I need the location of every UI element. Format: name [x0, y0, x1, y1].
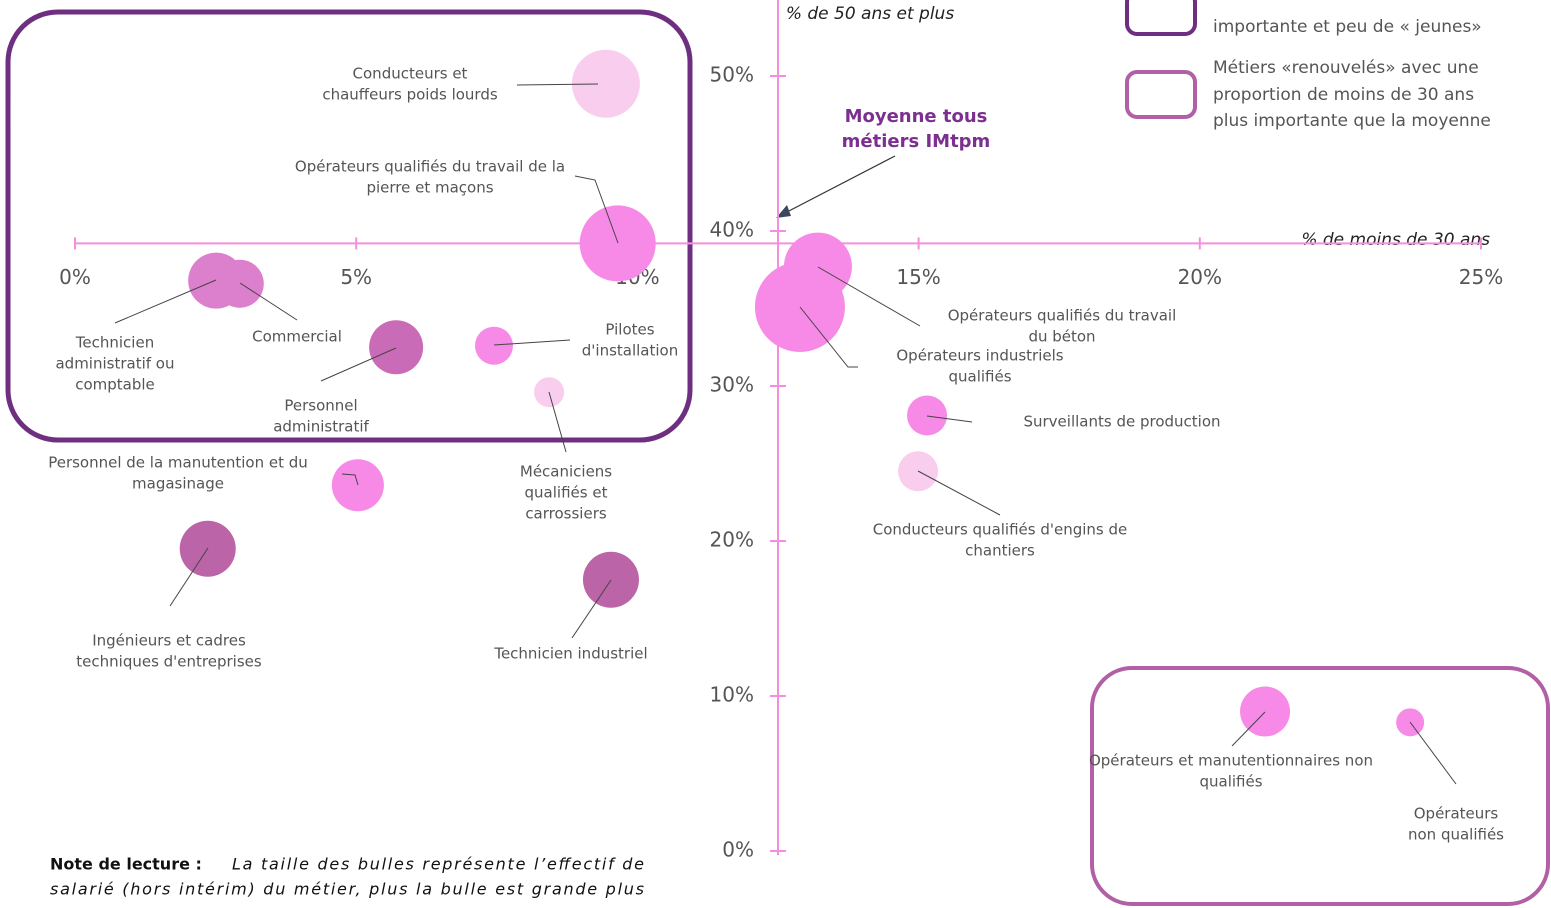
bubble-label: magasinage	[132, 475, 224, 493]
bubble-label: Surveillants de production	[1023, 413, 1220, 431]
legend-swatch	[1125, 0, 1197, 36]
bubble-label: techniques d'entreprises	[76, 653, 262, 671]
x-tick-label: 0%	[59, 265, 91, 289]
bubble-label: Opérateurs et manutentionnaires non	[1089, 752, 1373, 770]
leader-line	[917, 470, 1001, 516]
leader-line	[493, 339, 571, 346]
bubble-label: Conducteurs et	[353, 65, 468, 83]
bubble-label: Mécaniciens	[520, 463, 612, 481]
leader-line	[571, 579, 612, 639]
bubble-label: Opérateurs	[1414, 805, 1499, 823]
y-tick-label: 50%	[710, 63, 754, 87]
legend-label: proportion de moins de 30 ans	[1213, 85, 1474, 105]
leader-line	[926, 415, 973, 423]
y-tick-label: 0%	[722, 838, 754, 862]
bubble-label: Conducteurs qualifiés d'engins de	[873, 521, 1128, 539]
leader-line	[548, 391, 567, 453]
arrow	[784, 155, 896, 214]
leader-line	[114, 279, 217, 324]
bubble	[582, 551, 639, 608]
legend-label: plus importante que la moyenne	[1213, 111, 1491, 131]
bubble-label: administratif ou	[55, 355, 174, 373]
bubble	[754, 261, 845, 352]
leader-line	[516, 83, 599, 86]
average-annotation: métiers IMtpm	[842, 131, 991, 152]
bubble-label: comptable	[75, 376, 155, 394]
x-axis-label: % de moins de 30 ans	[1301, 230, 1490, 250]
bubble-label: pierre et maçons	[366, 179, 493, 197]
x-tick-label: 25%	[1459, 265, 1503, 289]
bubble-label: Opérateurs qualifiés du travail	[948, 307, 1177, 325]
leader-line	[574, 175, 619, 244]
legend-label: Métiers «renouvelés» avec une	[1213, 58, 1479, 78]
bubble-label: carrossiers	[525, 505, 607, 523]
bubble-label: du béton	[1028, 328, 1095, 346]
bubble-label: Technicien industriel	[493, 645, 647, 663]
bubble-label: Opérateurs industriels	[896, 347, 1063, 365]
bubble-label: Technicien	[75, 334, 154, 352]
bubble	[215, 259, 264, 308]
average-annotation: Moyenne tous	[845, 106, 988, 127]
bubble-label: non qualifiés	[1408, 826, 1504, 844]
bubble	[474, 326, 513, 365]
bubble-label: Ingénieurs et cadres	[92, 632, 246, 650]
bubble-label: Personnel	[284, 397, 357, 415]
bubble	[571, 49, 640, 118]
bubble-label: Pilotes	[605, 321, 654, 339]
y-axis-label: % de 50 ans et plus	[786, 4, 955, 24]
leader-line	[1231, 711, 1266, 747]
y-tick-label: 40%	[710, 218, 754, 242]
bubble-label: qualifiés	[1199, 773, 1262, 791]
leader-line	[341, 473, 359, 486]
group-frame	[5, 9, 693, 443]
note-title: Note de lecture :	[50, 855, 202, 874]
y-tick-label: 20%	[710, 528, 754, 552]
leader-line	[169, 547, 209, 607]
x-tick-label: 15%	[896, 265, 940, 289]
note-text: salarié (hors intérim) du métier, plus l…	[50, 880, 644, 899]
bubble	[369, 320, 424, 375]
x-tick-label: 20%	[1178, 265, 1222, 289]
x-tick-label: 5%	[340, 265, 372, 289]
y-tick-label: 30%	[710, 373, 754, 397]
arrow-head	[776, 205, 791, 218]
bubble-label: Opérateurs qualifiés du travail de la	[295, 158, 565, 176]
leader-line	[817, 266, 921, 327]
note-text: La taille des bulles représente l’effect…	[232, 855, 644, 874]
bubble-label: Personnel de la manutention et du	[48, 454, 308, 472]
leader-line	[1409, 721, 1457, 785]
leader-line	[799, 306, 858, 368]
legend-label: importante et peu de « jeunes»	[1213, 17, 1482, 37]
bubble-label: Commercial	[252, 328, 342, 346]
y-tick-label: 10%	[710, 683, 754, 707]
bubble-label: chauffeurs poids lourds	[322, 86, 498, 104]
leader-line	[320, 347, 397, 382]
bubble-label: d'installation	[582, 342, 678, 360]
bubble	[579, 205, 656, 282]
leader-line	[239, 282, 298, 321]
bubble	[907, 395, 948, 436]
bubble-label: qualifiés	[948, 368, 1011, 386]
legend-swatch	[1125, 70, 1197, 119]
bubble	[331, 459, 384, 512]
bubble	[1240, 686, 1291, 737]
bubble-label: chantiers	[965, 542, 1035, 560]
bubble-label: qualifiés et	[525, 484, 608, 502]
bubble-label: administratif	[273, 418, 369, 436]
group-frame	[1090, 666, 1550, 906]
